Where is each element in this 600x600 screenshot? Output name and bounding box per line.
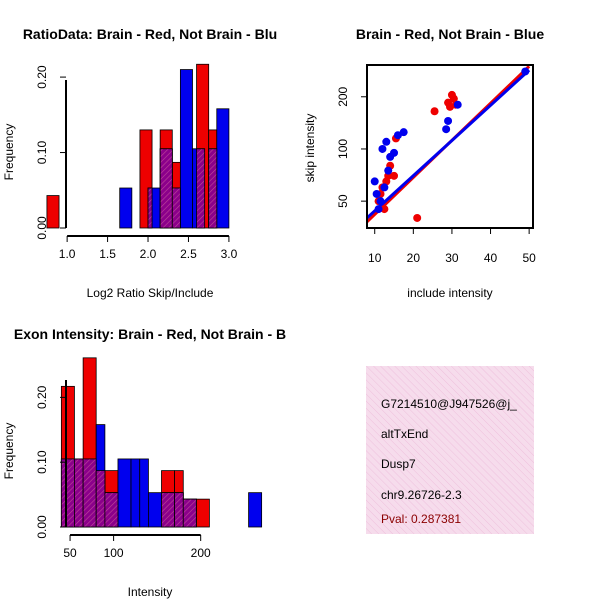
intensity-hist-y-tick-label: 0.00 <box>35 515 49 539</box>
scatter-x-ticks: 10 20 30 40 50 <box>368 228 536 265</box>
ratio-hist-x-tick-label: 3.0 <box>221 247 238 261</box>
scatter-x-tick-label: 30 <box>445 251 459 265</box>
ratio-hist-bar-red-0 <box>46 195 60 229</box>
intensity-hist-bar-blue-5 <box>117 458 132 528</box>
ratio-hist-overlap-bar-1 <box>159 148 173 229</box>
intensity-hist-bars <box>60 357 263 528</box>
intensity-hist-panel: Exon Intensity: Brain - Red, Not Brain -… <box>2 326 286 599</box>
ratio-hist-x-tick-label: 2.5 <box>180 247 197 261</box>
intensity-hist-bar-blue-6 <box>130 458 141 528</box>
ratio-hist-y-tick-label: 0.10 <box>35 141 49 165</box>
scatter-point-blue <box>444 116 453 125</box>
ratio-hist-y-label: Frequency <box>2 124 16 181</box>
scatter-x-tick-label: 10 <box>368 251 382 265</box>
intensity-hist-y-tick-label: 0.20 <box>35 385 49 409</box>
info-event-type: altTxEnd <box>381 427 428 441</box>
intensity-hist-x-tick-label: 200 <box>191 546 211 560</box>
scatter-point-red <box>449 94 458 103</box>
scatter-point-blue <box>370 177 379 186</box>
intensity-hist-bar-blue-7 <box>139 458 149 528</box>
intensity-hist-overlap-bar-0 <box>60 458 75 528</box>
scatter-point-blue <box>453 100 462 109</box>
info-pval: Pval: 0.287381 <box>381 512 461 526</box>
intensity-hist-x-tick-label: 100 <box>104 546 124 560</box>
scatter-point-blue <box>376 197 385 206</box>
scatter-point-blue <box>372 189 381 198</box>
scatter-y-tick-label: 100 <box>336 139 350 159</box>
ratio-hist-x-tick-label: 2.0 <box>140 247 157 261</box>
intensity-hist-y-tick-label: 0.10 <box>35 450 49 474</box>
intensity-hist-x-tick-label: 50 <box>63 546 77 560</box>
scatter-x-tick-label: 20 <box>407 251 421 265</box>
intensity-hist-overlap-bar-1 <box>74 458 84 528</box>
intensity-hist-overlap-bar-7 <box>182 498 197 528</box>
scatter-point-blue <box>390 148 399 157</box>
scatter-x-tick-label: 50 <box>522 251 536 265</box>
intensity-hist-y-ticks: 0.00 0.10 0.20 <box>35 385 66 539</box>
scatter-point-red <box>390 171 399 180</box>
ratio-hist-panel: RatioData: Brain - Red, Not Brain - Blu … <box>2 26 277 300</box>
ratio-hist-y-ticks: 0.00 0.10 0.20 <box>35 65 66 240</box>
intensity-hist-x-label: Intensity <box>128 585 173 599</box>
info-probe-id: G7214510@J947526@j_ <box>381 397 517 411</box>
scatter-point-blue <box>380 183 389 192</box>
scatter-point-blue <box>399 128 408 137</box>
intensity-hist-bar-blue-12 <box>248 492 263 528</box>
info-panel-background <box>366 366 534 534</box>
scatter-point-blue <box>521 67 530 76</box>
intensity-hist-title: Exon Intensity: Brain - Red, Not Brain -… <box>14 326 286 342</box>
intensity-hist-y-label: Frequency <box>2 423 16 480</box>
scatter-point-blue <box>442 125 451 134</box>
scatter-point-blue <box>382 137 391 146</box>
scatter-point-blue <box>378 144 387 153</box>
scatter-y-tick-label: 50 <box>336 194 350 208</box>
scatter-point-red <box>380 205 389 214</box>
scatter-y-tick-label: 200 <box>336 86 350 106</box>
scatter-y-label: skip intensity <box>303 114 317 183</box>
intensity-hist-bar-blue-8 <box>148 492 162 528</box>
ratio-hist-overlap-bar-2 <box>171 187 181 229</box>
scatter-plot-area <box>365 65 531 223</box>
intensity-hist-x-ticks: 50 100 200 <box>63 535 211 560</box>
info-location: chr9.26726-2.3 <box>381 488 462 502</box>
ratio-hist-bar-blue-0 <box>119 187 133 229</box>
ratio-hist-x-ticks: 1.0 1.5 2.0 2.5 3.0 <box>59 236 238 261</box>
ratio-hist-y-tick-label: 0.20 <box>35 65 49 89</box>
ratio-hist-x-tick-label: 1.5 <box>99 247 116 261</box>
scatter-frame <box>366 64 534 229</box>
ratio-hist-bar-blue-7 <box>216 108 230 229</box>
info-gene-name: Dusp7 <box>381 457 416 471</box>
intensity-hist-overlap-bar-4 <box>104 492 119 528</box>
scatter-point-blue <box>384 166 393 175</box>
info-panel: G7214510@J947526@j_ altTxEnd Dusp7 chr9.… <box>366 366 534 534</box>
ratio-hist-overlap-bar-4 <box>208 148 218 229</box>
scatter-fit-line-blue <box>365 68 531 220</box>
intensity-hist-bar-red-8 <box>195 498 210 528</box>
ratio-hist-overlap-bar-0 <box>147 187 153 229</box>
intensity-hist-overlap-bar-3 <box>95 470 106 528</box>
intensity-hist-overlap-bar-6 <box>174 492 184 528</box>
scatter-point-blue <box>374 205 383 214</box>
scatter-panel: Brain - Red, Not Brain - Blue 10 20 30 40 50… <box>303 26 544 300</box>
scatter-x-label: include intensity <box>407 286 492 300</box>
ratio-hist-overlap-bar-3 <box>196 148 206 229</box>
scatter-point-red <box>413 213 422 222</box>
scatter-point-red <box>430 107 439 116</box>
scatter-title: Brain - Red, Not Brain - Blue <box>356 26 544 42</box>
ratio-hist-x-tick-label: 1.0 <box>59 247 76 261</box>
intensity-hist-overlap-bar-2 <box>82 458 97 528</box>
ratio-hist-bars <box>46 63 230 229</box>
ratio-hist-y-tick-label: 0.00 <box>35 216 49 240</box>
scatter-y-ticks: 50 100 200 <box>336 86 367 208</box>
ratio-hist-x-label: Log2 Ratio Skip/Include <box>87 286 214 300</box>
ratio-hist-bar-blue-4 <box>179 69 193 229</box>
ratio-hist-title: RatioData: Brain - Red, Not Brain - Blu <box>23 26 277 42</box>
scatter-x-tick-label: 40 <box>484 251 498 265</box>
intensity-hist-overlap-bar-5 <box>161 492 175 528</box>
